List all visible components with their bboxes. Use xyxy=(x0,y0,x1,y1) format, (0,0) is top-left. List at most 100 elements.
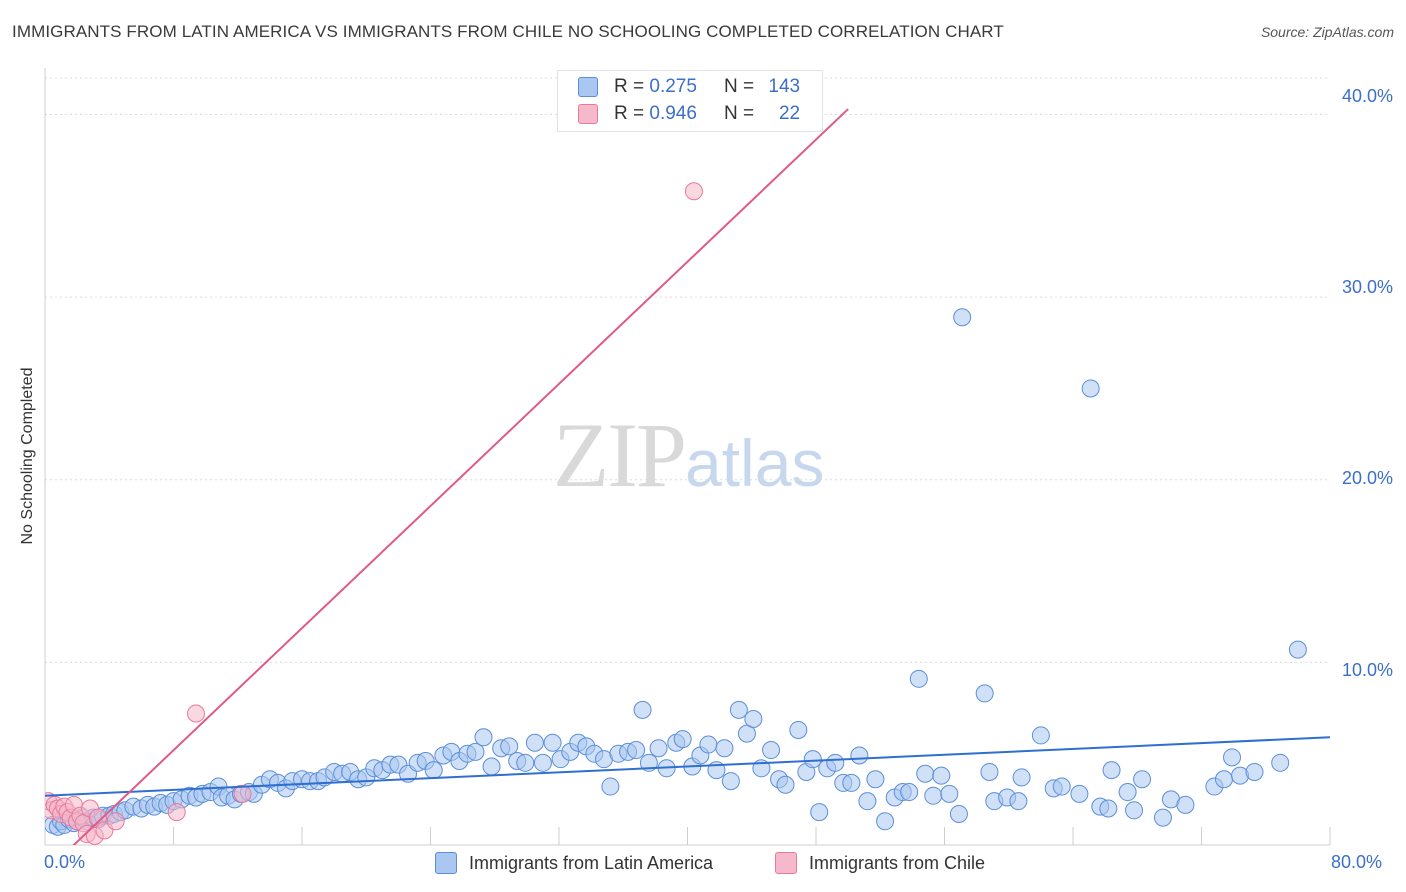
y-tick-label-30: 30.0% xyxy=(1341,277,1393,297)
trendline-chile xyxy=(72,108,849,845)
legend-r-label: R = xyxy=(614,103,645,124)
x-tick-label-min: 0.0% xyxy=(44,852,86,872)
legend-n-latin-america: N = 143 xyxy=(724,76,800,98)
data-point xyxy=(1153,808,1172,827)
legend-r-value: 0.946 xyxy=(649,103,697,124)
legend-swatch-chile xyxy=(578,104,598,124)
data-point xyxy=(1099,799,1118,818)
data-point xyxy=(876,812,895,831)
legend-n-value: 22 xyxy=(778,103,801,124)
data-point xyxy=(1102,761,1121,780)
data-point xyxy=(850,746,869,765)
data-point xyxy=(909,669,928,688)
legend-n-label: N = xyxy=(724,76,755,97)
bottom-legend-swatch-chile xyxy=(775,852,797,874)
data-point xyxy=(916,764,935,783)
watermark-atlas: atlas xyxy=(685,426,825,500)
watermark: ZIPatlas xyxy=(553,402,824,508)
legend-r-label: R = xyxy=(614,76,645,97)
data-point xyxy=(1133,770,1152,789)
data-point xyxy=(842,773,861,792)
data-point xyxy=(1245,762,1264,781)
trendline-latin-america xyxy=(45,736,1330,797)
data-point xyxy=(424,761,443,780)
data-point xyxy=(1214,770,1233,789)
data-point xyxy=(1012,768,1031,787)
data-point xyxy=(810,803,829,822)
data-point xyxy=(1081,379,1100,398)
data-point xyxy=(1052,777,1071,796)
bottom-legend-chile: Immigrants from Chile xyxy=(775,852,985,874)
data-point xyxy=(866,770,885,789)
x-tick-label-max: 80.0% xyxy=(1331,852,1383,872)
legend-r-chile: R = 0.946 xyxy=(614,103,697,125)
data-point xyxy=(649,739,668,758)
data-point xyxy=(699,735,718,754)
data-point xyxy=(186,704,205,723)
data-point xyxy=(106,812,125,831)
data-point xyxy=(633,700,652,719)
data-point xyxy=(684,182,703,201)
data-point xyxy=(482,757,501,776)
data-point xyxy=(826,753,845,772)
y-tick-label-10: 10.0% xyxy=(1341,660,1393,680)
data-point xyxy=(543,733,562,752)
data-point xyxy=(744,709,763,728)
data-point xyxy=(776,775,795,794)
bottom-legend-label-latin-america: Immigrants from Latin America xyxy=(469,852,714,873)
data-point xyxy=(500,737,519,756)
legend-n-value: 143 xyxy=(768,76,801,97)
data-point xyxy=(466,742,485,761)
data-point xyxy=(900,783,919,802)
data-point xyxy=(932,766,951,785)
series-chile xyxy=(45,182,703,845)
data-point xyxy=(1271,753,1290,772)
data-point xyxy=(924,786,943,805)
data-point xyxy=(803,750,822,769)
data-point xyxy=(516,753,535,772)
data-point xyxy=(715,739,734,758)
data-point xyxy=(729,700,748,719)
data-point xyxy=(1288,640,1307,659)
data-point xyxy=(940,784,959,803)
data-point xyxy=(762,741,781,760)
watermark-zip: ZIP xyxy=(553,404,687,506)
legend-swatch-latin-america xyxy=(578,77,598,97)
bottom-legend-latin-america: Immigrants from Latin America xyxy=(435,852,713,874)
data-point xyxy=(533,753,552,772)
legend-n-chile: N = 22 xyxy=(724,103,800,125)
data-point xyxy=(789,720,808,739)
legend-r-latin-america: R = 0.275 xyxy=(614,76,697,98)
bottom-legend-label-chile: Immigrants from Chile xyxy=(809,852,986,873)
data-point xyxy=(1031,726,1050,745)
legend-n-label: N = xyxy=(724,103,755,124)
data-point xyxy=(1070,784,1089,803)
chart-title: IMMIGRANTS FROM LATIN AMERICA VS IMMIGRA… xyxy=(12,22,1004,41)
data-point xyxy=(953,308,972,327)
y-tick-label-20: 20.0% xyxy=(1341,468,1393,488)
data-point xyxy=(673,730,692,749)
data-point xyxy=(949,804,968,823)
data-point xyxy=(1176,795,1195,814)
legend-r-value: 0.275 xyxy=(649,76,697,97)
data-point xyxy=(1118,783,1137,802)
data-point xyxy=(233,784,252,803)
series-latin-america xyxy=(45,308,1307,836)
data-point xyxy=(601,777,620,796)
data-point xyxy=(474,728,493,747)
correlation-legend: R = 0.275 N = 143 R = 0.946 N = 22 xyxy=(557,70,823,132)
data-point xyxy=(975,684,994,703)
data-point xyxy=(525,733,544,752)
data-point xyxy=(167,803,186,822)
data-point xyxy=(980,762,999,781)
data-point xyxy=(627,741,646,760)
data-point xyxy=(1223,748,1242,767)
y-tick-label-40: 40.0% xyxy=(1341,86,1393,106)
source-label: Source: ZipAtlas.com xyxy=(1260,24,1394,40)
bottom-legend-swatch-latin-america xyxy=(435,852,457,874)
data-point xyxy=(1125,801,1144,820)
data-point xyxy=(858,792,877,811)
data-point xyxy=(1009,792,1028,811)
data-point xyxy=(721,772,740,791)
